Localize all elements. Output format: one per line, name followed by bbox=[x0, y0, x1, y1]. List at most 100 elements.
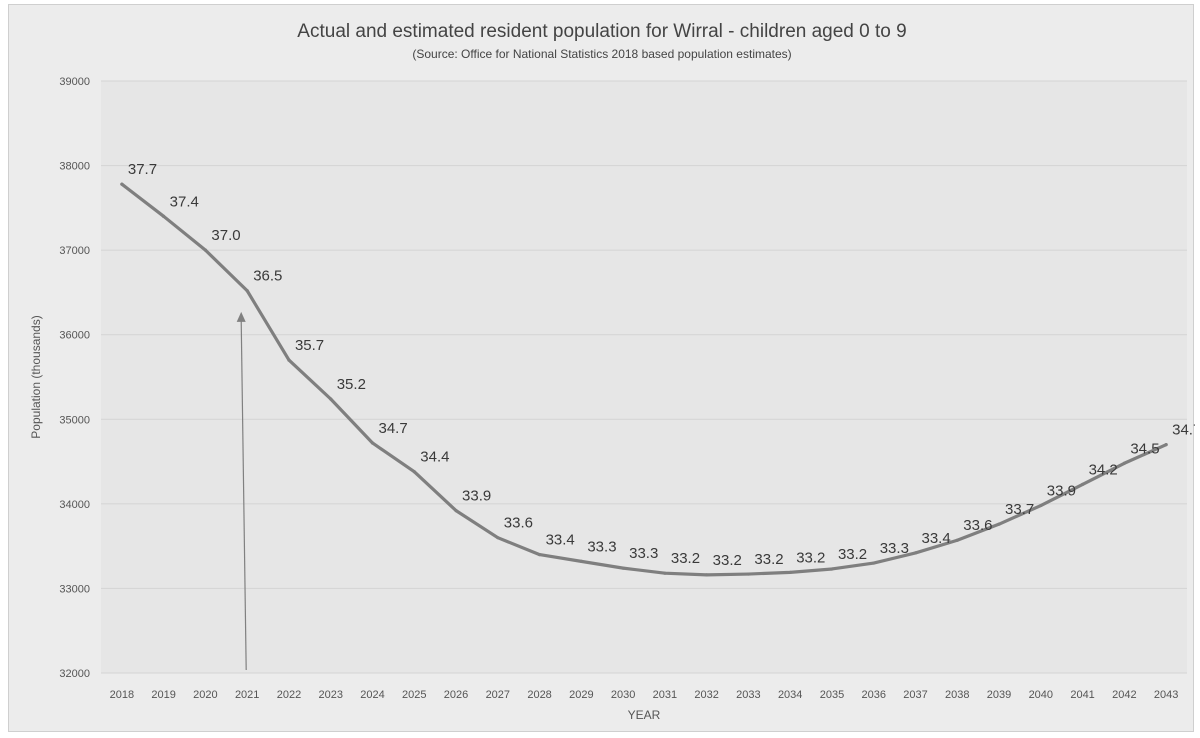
data-point bbox=[287, 358, 291, 362]
y-tick-label: 37000 bbox=[59, 245, 90, 257]
data-label: 33.2 bbox=[754, 551, 783, 568]
series-layer bbox=[120, 182, 1168, 577]
annotation-layer bbox=[236, 311, 247, 671]
x-axis-ticks: 2018 2019 2020 2021 2022 2023 2024 2025 2026 2027… bbox=[110, 689, 1179, 701]
data-point bbox=[955, 538, 959, 542]
x-tick-label: 2026 bbox=[444, 689, 468, 701]
data-point bbox=[663, 571, 667, 575]
data-label: 33.9 bbox=[462, 488, 491, 505]
y-tick-label: 34000 bbox=[59, 499, 90, 511]
y-axis-title: Population (thousands) bbox=[29, 315, 43, 438]
x-tick-label: 2025 bbox=[402, 689, 426, 701]
y-tick-label: 35000 bbox=[59, 414, 90, 426]
x-tick-label: 2018 bbox=[110, 689, 134, 701]
data-label: 33.3 bbox=[587, 538, 616, 555]
x-tick-label: 2038 bbox=[945, 689, 969, 701]
data-label: 37.7 bbox=[128, 161, 157, 178]
data-point bbox=[1080, 482, 1085, 487]
line-chart: Actual and estimated resident population… bbox=[29, 21, 1195, 722]
x-tick-label: 2041 bbox=[1070, 689, 1094, 701]
data-point bbox=[329, 397, 333, 401]
data-point bbox=[621, 566, 625, 570]
x-tick-label: 2024 bbox=[360, 689, 384, 701]
x-tick-label: 2023 bbox=[318, 689, 342, 701]
x-tick-label: 2022 bbox=[277, 689, 301, 701]
x-tick-label: 2027 bbox=[486, 689, 510, 701]
x-tick-label: 2035 bbox=[820, 689, 844, 701]
data-point bbox=[537, 553, 542, 557]
series-line bbox=[120, 182, 1168, 577]
data-label: 35.2 bbox=[337, 376, 366, 393]
x-tick-label: 2039 bbox=[987, 689, 1011, 701]
data-point bbox=[705, 573, 709, 577]
chart-title: Actual and estimated resident population… bbox=[297, 21, 906, 42]
data-label: 33.2 bbox=[838, 546, 867, 563]
grid-lines bbox=[101, 80, 1187, 674]
x-tick-label: 2036 bbox=[861, 689, 885, 701]
x-tick-label: 2021 bbox=[235, 689, 259, 701]
data-label: 33.6 bbox=[963, 517, 992, 534]
y-tick-label: 33000 bbox=[59, 583, 90, 595]
data-label: 33.3 bbox=[880, 540, 909, 557]
data-label: 34.4 bbox=[420, 449, 449, 466]
data-point bbox=[913, 551, 918, 555]
x-axis-title: YEAR bbox=[628, 708, 661, 722]
data-label: 36.5 bbox=[253, 268, 282, 285]
data-label: 33.7 bbox=[1005, 501, 1034, 518]
x-tick-label: 2040 bbox=[1029, 689, 1053, 701]
x-tick-label: 2019 bbox=[151, 689, 175, 701]
data-label: 33.4 bbox=[546, 532, 575, 549]
chart-frame: Actual and estimated resident population… bbox=[8, 4, 1195, 732]
x-tick-label: 2032 bbox=[694, 689, 718, 701]
data-point bbox=[412, 470, 416, 474]
x-tick-label: 2034 bbox=[778, 689, 802, 701]
data-point bbox=[1122, 461, 1126, 465]
data-label: 33.2 bbox=[796, 549, 825, 566]
data-point bbox=[162, 214, 166, 218]
data-label: 34.5 bbox=[1130, 440, 1159, 457]
data-point bbox=[579, 559, 583, 563]
data-label: 33.2 bbox=[713, 552, 742, 569]
data-point bbox=[788, 570, 792, 574]
x-tick-label: 2028 bbox=[527, 689, 551, 701]
y-tick-label: 38000 bbox=[59, 161, 90, 173]
data-label: 34.7 bbox=[379, 420, 408, 437]
x-tick-label: 2042 bbox=[1112, 689, 1136, 701]
chart-subtitle: (Source: Office for National Statistics … bbox=[412, 47, 791, 61]
data-point bbox=[746, 572, 751, 576]
data-point bbox=[872, 561, 876, 565]
data-label: 33.2 bbox=[671, 550, 700, 567]
annotation-arrow-line bbox=[240, 319, 247, 671]
data-label: 33.9 bbox=[1047, 483, 1076, 500]
annotation-arrow-head bbox=[236, 311, 246, 322]
x-tick-label: 2029 bbox=[569, 689, 593, 701]
data-point bbox=[997, 522, 1001, 526]
data-point bbox=[830, 567, 834, 571]
data-point bbox=[245, 289, 249, 293]
x-tick-label: 2033 bbox=[736, 689, 760, 701]
data-point bbox=[120, 182, 124, 186]
x-tick-label: 2031 bbox=[653, 689, 677, 701]
y-tick-label: 39000 bbox=[59, 76, 90, 88]
x-tick-label: 2043 bbox=[1154, 689, 1178, 701]
data-point bbox=[496, 536, 500, 540]
y-tick-label: 36000 bbox=[59, 330, 90, 342]
x-tick-label: 2020 bbox=[193, 689, 217, 701]
data-label: 33.6 bbox=[504, 515, 533, 532]
plot-area bbox=[101, 81, 1187, 673]
data-label: 33.3 bbox=[629, 545, 658, 562]
data-point bbox=[370, 441, 375, 445]
data-label: 35.7 bbox=[295, 337, 324, 354]
data-label: 33.4 bbox=[922, 530, 951, 547]
y-axis-ticks: 32000 33000 34000 35000 36000 37000 38000 39000 bbox=[59, 76, 90, 680]
data-label: 37.0 bbox=[211, 227, 240, 244]
data-point bbox=[454, 509, 458, 513]
data-point bbox=[203, 248, 208, 252]
data-labels: 37.7 37.4 37.0 36.5 35.7 35.2 34.7 34.4 33.9 33.6… bbox=[128, 161, 1195, 569]
x-tick-label: 2037 bbox=[903, 689, 927, 701]
data-label: 34.2 bbox=[1089, 461, 1118, 478]
data-label: 37.4 bbox=[170, 193, 199, 210]
y-tick-label: 32000 bbox=[59, 668, 90, 680]
data-label: 34.7 bbox=[1172, 422, 1195, 439]
data-point bbox=[1164, 443, 1168, 447]
